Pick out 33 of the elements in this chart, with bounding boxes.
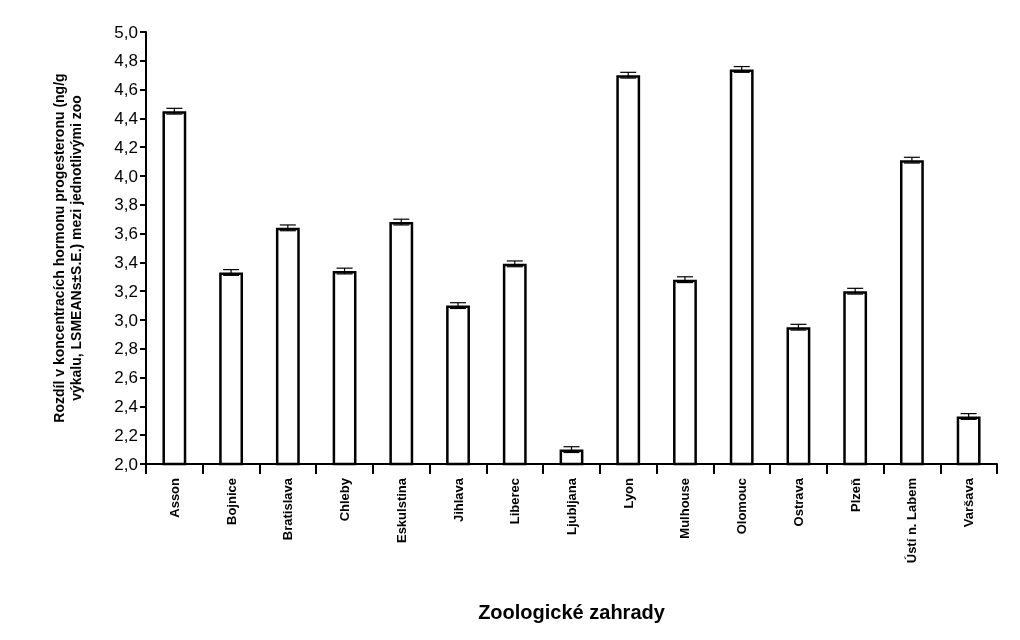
y-tick-label: 2,4 bbox=[114, 396, 138, 416]
y-tick-label: 4,4 bbox=[114, 108, 138, 128]
x-tick-label: Lyon bbox=[620, 477, 636, 509]
x-tick-label: Varšava bbox=[961, 477, 977, 528]
x-tick-label: Liberec bbox=[507, 478, 523, 525]
x-tick-label: Jihlava bbox=[450, 477, 466, 523]
x-tick-label: Asson bbox=[166, 477, 182, 518]
y-tick-label: 2,6 bbox=[114, 368, 138, 388]
x-tick-label: Mulhouse bbox=[677, 478, 693, 539]
y-tick-label: 3,4 bbox=[114, 252, 138, 272]
x-tick-label: Bojnice bbox=[223, 478, 239, 525]
x-tick-label: Plzeň bbox=[847, 477, 863, 512]
y-tick-label: 4,6 bbox=[114, 80, 138, 100]
y-tick-label: 3,6 bbox=[114, 224, 138, 244]
y-tick-label: 4,2 bbox=[114, 137, 138, 157]
y-tick-label: 2,2 bbox=[114, 425, 138, 445]
x-tick-label: Bratislava bbox=[280, 477, 296, 541]
y-tick-label: 5,0 bbox=[114, 22, 138, 42]
y-tick-label: 3,2 bbox=[114, 281, 138, 301]
x-tick-label: Ostrava bbox=[790, 477, 806, 527]
x-axis-title: Zoologické zahrady bbox=[478, 601, 666, 623]
y-axis-title: Rozdíl v koncentracích hormonu progesteronu (ng/g výkalu, LSMEANs±S.E.) mezi jednotlivými zoo bbox=[50, 73, 84, 423]
x-tick-label: Eskulstina bbox=[393, 477, 409, 544]
y-tick-label: 3,0 bbox=[114, 310, 138, 330]
y-tick-label: 4,0 bbox=[114, 166, 138, 186]
y-tick-label: 4,8 bbox=[114, 51, 138, 71]
x-tick-label: Ljubljana bbox=[564, 477, 579, 536]
y-tick-label: 2,8 bbox=[114, 339, 138, 359]
x-tick-label: Chleby bbox=[337, 477, 353, 522]
x-tick-label: Ústí n. Labem bbox=[904, 478, 920, 564]
y-tick-label: 3,8 bbox=[114, 195, 138, 215]
x-tick-label: Olomouc bbox=[734, 478, 750, 535]
y-tick-label: 2,0 bbox=[114, 454, 138, 474]
